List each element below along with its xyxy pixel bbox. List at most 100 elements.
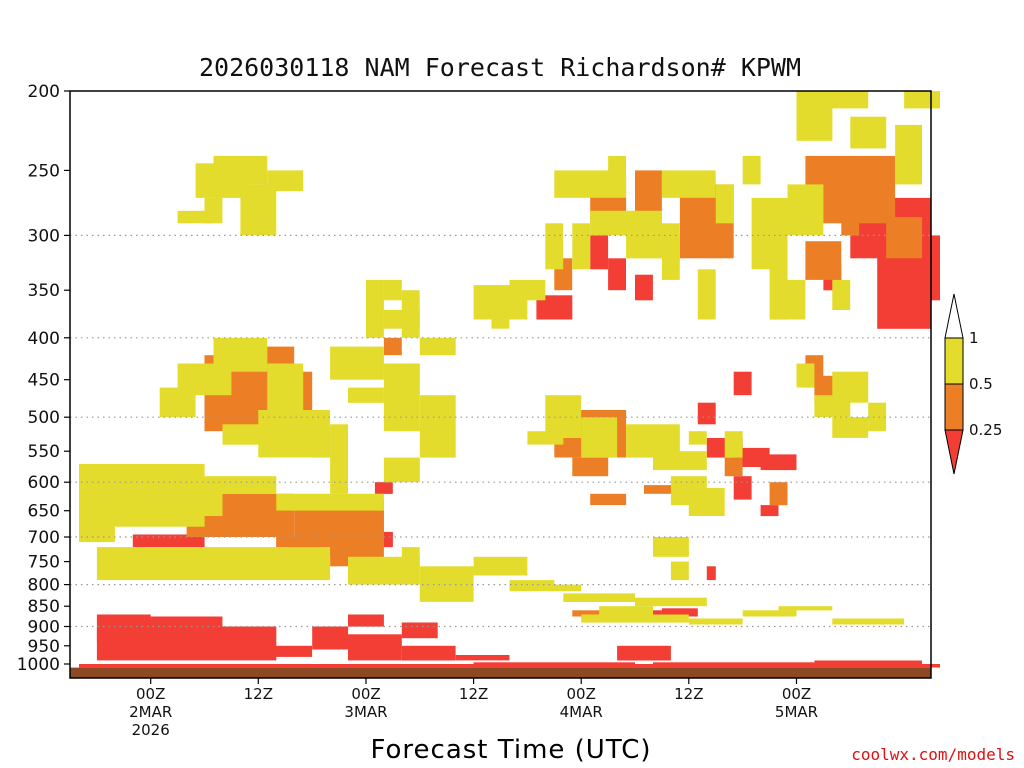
ri-cell-s1-20 xyxy=(383,337,402,356)
ri-cell-s0-16 xyxy=(635,274,653,301)
ri-cell-s2-82 xyxy=(778,606,833,611)
ri-cell-s2-23 xyxy=(330,424,348,494)
x-tick-label-2-1: 3MAR xyxy=(344,703,387,721)
legend-triangle-top xyxy=(944,293,964,339)
ground-band xyxy=(70,667,931,678)
ri-cell-s0-6 xyxy=(617,645,671,661)
ri-cell-s2-80 xyxy=(688,618,743,625)
ri-cell-s2-79 xyxy=(581,614,689,623)
ri-cell-s2-24 xyxy=(312,431,331,458)
ri-cell-s2-44 xyxy=(661,223,680,280)
legend-box-orange xyxy=(944,383,964,431)
ri-cell-s2-59 xyxy=(545,395,582,438)
ri-cell-s0-11 xyxy=(374,482,393,494)
ri-cell-s0-25 xyxy=(760,454,797,471)
plot-area xyxy=(70,91,940,678)
legend-label-0: 1 xyxy=(969,329,979,347)
x-tick-label-2-0: 00Z xyxy=(351,685,380,703)
ri-cell-s2-45 xyxy=(697,269,716,320)
ri-cell-s2-62 xyxy=(653,451,707,471)
ri-cell-s2-74 xyxy=(599,606,653,615)
ri-cell-s2-3 xyxy=(204,476,277,494)
ri-cell-s2-15 xyxy=(177,210,214,224)
ri-cell-s2-25 xyxy=(330,346,384,380)
ri-cell-s0-22 xyxy=(697,402,716,425)
ri-cell-s2-65 xyxy=(688,488,725,516)
ri-cell-s3-1 xyxy=(150,622,205,650)
x-tick-label-1-0: 12Z xyxy=(244,685,273,703)
ri-cell-s0-29 xyxy=(760,505,779,517)
ri-cell-s2-54 xyxy=(850,116,887,149)
ri-cell-s2-78 xyxy=(545,584,582,592)
ri-cell-s2-10 xyxy=(401,547,420,567)
y-tick-label-300: 300 xyxy=(28,226,60,246)
y-tick-label-250: 250 xyxy=(28,161,60,181)
y-tick-label-650: 650 xyxy=(28,502,60,522)
ri-cell-s2-8 xyxy=(473,556,528,576)
x-tick-label-6-1: 5MAR xyxy=(775,703,818,721)
ri-cell-s2-76 xyxy=(653,537,689,557)
y-tick-label-900: 900 xyxy=(28,618,60,638)
ri-cell-s0-3 xyxy=(348,614,384,627)
ri-cell-s1-23 xyxy=(724,457,743,477)
ri-cell-s2-50 xyxy=(742,155,761,185)
ri-cell-s2-81 xyxy=(742,610,797,617)
ri-cell-s2-41 xyxy=(608,155,626,178)
ri-cell-s2-47 xyxy=(769,235,788,320)
ri-cell-s2-57 xyxy=(832,279,851,310)
ri-cell-s2-48 xyxy=(715,184,734,224)
ri-cell-s0-8 xyxy=(814,660,922,668)
ri-cell-s2-49 xyxy=(661,170,716,198)
x-tick-label-0-2: 2026 xyxy=(132,721,170,739)
y-tick-label-750: 750 xyxy=(28,553,60,573)
ri-cell-s1-17 xyxy=(572,457,609,477)
legend-triangle-bottom xyxy=(944,429,964,475)
ri-cell-s3-7 xyxy=(455,655,510,661)
y-tick-label-950: 950 xyxy=(28,637,60,657)
ri-cell-s2-28 xyxy=(419,395,456,458)
ri-cell-s1-18 xyxy=(590,493,627,506)
ri-cell-s0-28 xyxy=(733,476,752,500)
plot-frame xyxy=(69,90,932,679)
ri-cell-s2-26 xyxy=(348,387,384,403)
x-tick-label-0-0: 00Z xyxy=(136,685,165,703)
y-tick-label-600: 600 xyxy=(28,473,60,493)
ri-cell-s2-60 xyxy=(581,417,618,458)
ri-cell-s1-4 xyxy=(330,499,384,567)
ri-cell-s0-4 xyxy=(401,622,438,639)
y-tick-label-850: 850 xyxy=(28,597,60,617)
ri-cell-s2-19 xyxy=(159,387,196,418)
ri-cell-s2-9 xyxy=(509,580,555,592)
y-tick-label-800: 800 xyxy=(28,576,60,596)
legend-box-yellow xyxy=(944,337,964,385)
x-tick-label-6-0: 00Z xyxy=(782,685,811,703)
ri-cell-s1-15 xyxy=(805,241,842,280)
ri-cell-s2-30 xyxy=(366,279,384,338)
ri-cell-s2-32 xyxy=(401,290,420,338)
ri-cell-s3-4 xyxy=(312,626,349,650)
ri-cell-s2-2 xyxy=(276,493,384,511)
y-tick-label-500: 500 xyxy=(28,408,60,428)
ri-cell-s1-24 xyxy=(769,482,788,506)
x-tick-label-3-0: 12Z xyxy=(459,685,488,703)
chart-title: 2026030118 NAM Forecast Richardson# KPWM xyxy=(199,53,801,82)
ri-cell-s2-36 xyxy=(509,279,546,301)
y-tick-label-350: 350 xyxy=(28,281,60,301)
y-axis: 200 250 300 350 400 450 500 550 600 650 700 750 8008… xyxy=(17,82,70,675)
x-tick-label-5-0: 12Z xyxy=(674,685,703,703)
ri-cell-s2-72 xyxy=(527,431,564,445)
credit-text: coolwx.com/models xyxy=(851,745,1015,764)
ri-cell-s2-70 xyxy=(832,417,869,438)
ri-cell-s2-58 xyxy=(787,279,806,320)
y-tick-label-1000: 1000 xyxy=(17,655,60,675)
ri-cell-s2-75 xyxy=(635,597,707,607)
ri-cell-s2-83 xyxy=(832,618,905,625)
ri-cell-s0-7 xyxy=(653,662,815,668)
ri-cell-s2-56 xyxy=(904,91,940,109)
ri-cell-s0-21 xyxy=(733,371,752,396)
ri-cell-s3-0 xyxy=(96,614,151,643)
ri-cell-s3-2 xyxy=(204,634,259,655)
x-tick-label-0-1: 2MAR xyxy=(129,703,172,721)
